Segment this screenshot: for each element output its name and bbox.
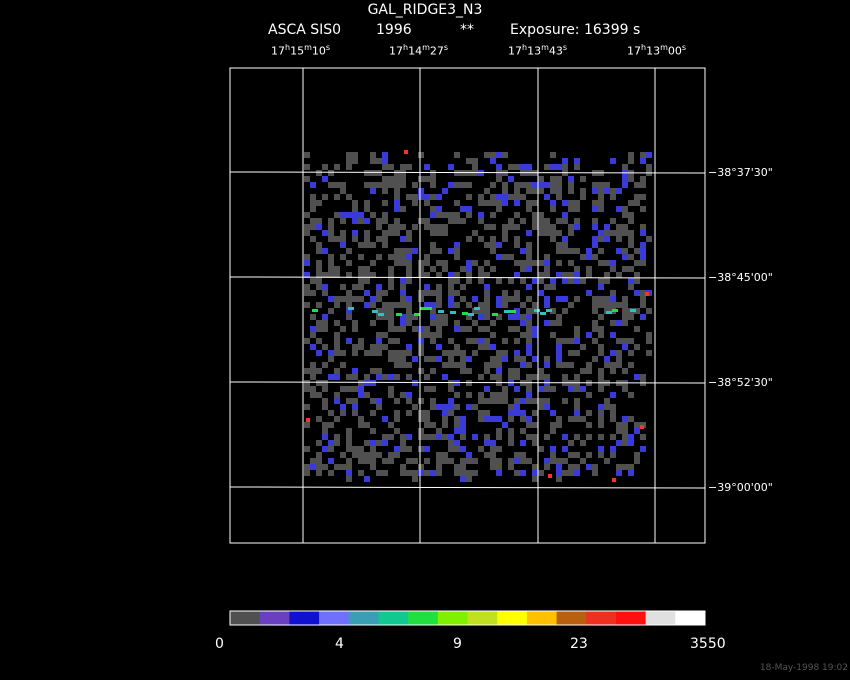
dec-label-4: −39°00'00" <box>708 481 773 494</box>
dec-gridline <box>229 276 706 279</box>
colorbar-swatch <box>408 611 439 625</box>
ra-label-1: 17h15m10s <box>271 43 331 58</box>
colorbar-swatch <box>378 611 409 625</box>
colorbar-swatch <box>230 611 261 625</box>
dec-gridline <box>229 381 706 384</box>
dec-gridline <box>229 171 706 174</box>
colorbar-swatch <box>319 611 350 625</box>
timestamp: 18-May-1998 19:02 <box>759 663 848 673</box>
dec-label-3: −38°52'30" <box>708 376 773 389</box>
ra-label-3: 17h13m43s <box>508 43 568 58</box>
colorbar-swatch <box>645 611 676 625</box>
x-ray-count-map <box>304 150 652 482</box>
stars-label: ** <box>460 22 474 38</box>
dec-label-2: −38°45'00" <box>708 271 773 284</box>
year-label: 1996 <box>376 22 412 38</box>
instrument-label: ASCA SIS0 <box>268 22 342 38</box>
colorbar-label-1: 4 <box>335 636 344 652</box>
colorbar-swatch <box>526 611 558 625</box>
exposure-label: Exposure: 16399 s <box>510 22 641 38</box>
colorbar-frame <box>229 610 706 626</box>
colorbar-swatch <box>289 611 320 625</box>
colorbar-swatch <box>586 611 617 625</box>
colorbar-label-3: 23 <box>570 636 588 652</box>
colorbar-swatch <box>348 611 379 625</box>
colorbar-swatch <box>675 611 706 625</box>
dec-label-1: −38°37'30" <box>708 166 773 179</box>
colorbar-swatch <box>467 611 498 625</box>
image-title: GAL_RIDGE3_N3 <box>367 2 483 18</box>
colorbar-label-4: 3550 <box>690 636 726 652</box>
colorbar-swatch <box>497 611 528 625</box>
colorbar-swatch <box>259 611 290 625</box>
coordinate-grid <box>229 67 706 544</box>
colorbar-label-0: 0 <box>215 636 224 652</box>
colorbar <box>229 610 706 626</box>
colorbar-swatch <box>437 611 468 625</box>
image-frame <box>229 67 706 544</box>
dec-gridline <box>229 486 706 489</box>
colorbar-label-2: 9 <box>453 636 462 652</box>
colorbar-swatch <box>556 611 587 625</box>
ra-label-4: 17h13m00s <box>627 43 687 58</box>
ra-label-2: 17h14m27s <box>389 43 449 58</box>
colorbar-swatch <box>615 611 647 625</box>
